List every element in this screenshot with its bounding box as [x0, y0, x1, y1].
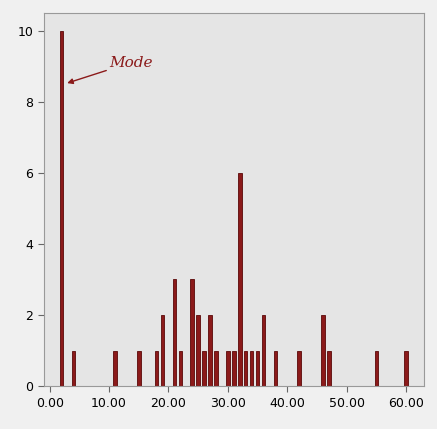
Bar: [244, 350, 247, 386]
Bar: [321, 315, 325, 386]
Bar: [226, 350, 229, 386]
Bar: [262, 315, 265, 386]
Bar: [404, 350, 408, 386]
Text: Mode: Mode: [69, 56, 153, 83]
Bar: [161, 315, 164, 386]
Bar: [60, 30, 63, 386]
Bar: [179, 350, 182, 386]
Bar: [375, 350, 378, 386]
Bar: [208, 315, 212, 386]
Bar: [113, 350, 117, 386]
Bar: [137, 350, 141, 386]
Bar: [297, 350, 301, 386]
Bar: [238, 173, 242, 386]
Bar: [327, 350, 331, 386]
Bar: [256, 350, 259, 386]
Bar: [196, 315, 200, 386]
Bar: [250, 350, 253, 386]
Bar: [214, 350, 218, 386]
Bar: [191, 279, 194, 386]
Bar: [173, 279, 176, 386]
Bar: [232, 350, 236, 386]
Bar: [202, 350, 206, 386]
Bar: [72, 350, 75, 386]
Bar: [274, 350, 277, 386]
Bar: [155, 350, 158, 386]
